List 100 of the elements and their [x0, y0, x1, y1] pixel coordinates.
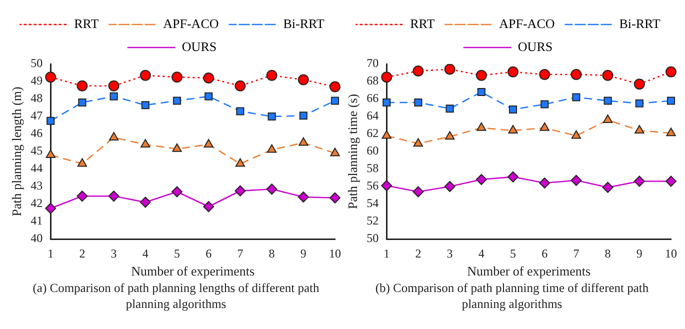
- y-tick-label: 49: [30, 74, 43, 88]
- y-tick-label: 70: [366, 56, 379, 70]
- point: [444, 64, 456, 75]
- legend-label: APF-ACO: [499, 16, 555, 31]
- point: [46, 116, 55, 125]
- y-tick-label: 40: [30, 231, 43, 246]
- point: [298, 137, 308, 146]
- y-tick-label: 54: [366, 196, 379, 210]
- point: [299, 112, 308, 120]
- point: [602, 114, 613, 123]
- point: [140, 196, 151, 208]
- x-tick-label: 2: [79, 246, 86, 260]
- point: [76, 190, 88, 202]
- x-tick-label: 10: [329, 246, 341, 260]
- point: [539, 178, 550, 188]
- point: [172, 143, 182, 152]
- point: [46, 150, 56, 158]
- point: [508, 105, 518, 114]
- point: [78, 98, 86, 107]
- point: [203, 201, 214, 212]
- point: [602, 70, 614, 81]
- y-tick-label: 62: [366, 126, 379, 140]
- y-axis-title: Path planning length (m): [9, 86, 24, 216]
- y-tick-label: 66: [366, 91, 379, 106]
- point: [382, 130, 392, 139]
- point: [234, 80, 246, 92]
- point: [45, 202, 56, 214]
- point: [330, 148, 340, 156]
- legend-label: RRT: [74, 16, 99, 31]
- point: [172, 96, 182, 105]
- x-tick-label: 4: [142, 246, 148, 260]
- x-tick-label: 3: [110, 246, 117, 260]
- y-tick-label: 50: [30, 56, 43, 70]
- point: [539, 69, 550, 80]
- point: [110, 92, 118, 100]
- point: [508, 125, 518, 134]
- point: [141, 101, 150, 110]
- y-tick-label: 45: [30, 144, 43, 158]
- point: [634, 125, 644, 134]
- x-tick-label: 10: [665, 246, 677, 260]
- point: [572, 93, 580, 102]
- x-tick-label: 1: [384, 246, 390, 260]
- y-tick-label: 46: [30, 126, 43, 140]
- point: [266, 144, 277, 153]
- point: [444, 181, 456, 192]
- legend-label: RRT: [410, 16, 435, 31]
- y-tick-label: 41: [30, 214, 43, 228]
- y-tick-label: 58: [366, 161, 379, 176]
- x-tick-label: 5: [510, 246, 516, 260]
- point: [140, 139, 150, 148]
- point: [570, 174, 582, 186]
- legend-label: APF-ACO: [163, 16, 219, 31]
- point: [412, 66, 424, 76]
- point: [540, 100, 549, 108]
- y-tick-label: 50: [366, 231, 379, 246]
- point: [666, 66, 676, 78]
- point: [108, 132, 119, 140]
- point: [204, 92, 213, 100]
- point: [635, 99, 644, 108]
- point: [77, 158, 88, 167]
- x-axis-title: Number of experiments: [131, 264, 255, 279]
- y-tick-label: 42: [30, 196, 43, 210]
- x-tick-label: 8: [268, 246, 275, 260]
- x-tick-label: 9: [300, 246, 306, 260]
- point: [108, 80, 120, 92]
- x-axis-title: Number of experiments: [467, 264, 591, 279]
- point: [268, 112, 276, 121]
- point: [570, 69, 582, 80]
- x-tick-label: 3: [446, 246, 453, 260]
- point: [666, 128, 676, 136]
- y-tick-label: 43: [30, 178, 43, 193]
- point: [382, 98, 391, 107]
- point: [330, 81, 340, 92]
- point: [634, 176, 645, 187]
- point: [476, 174, 487, 185]
- point: [413, 138, 424, 147]
- x-tick-label: 9: [636, 246, 642, 260]
- point: [172, 186, 182, 198]
- point: [476, 122, 486, 131]
- point: [45, 72, 56, 83]
- point: [76, 80, 88, 92]
- x-tick-label: 8: [604, 246, 611, 260]
- y-tick-label: 44: [30, 161, 43, 176]
- x-tick-label: 6: [206, 246, 212, 260]
- point: [571, 130, 582, 139]
- text: (b) Comparison of path planning time of different path planning algorithms: [374, 280, 650, 312]
- point: [666, 176, 676, 187]
- x-tick-label: 1: [48, 246, 54, 260]
- y-tick-label: 48: [30, 91, 43, 106]
- point: [476, 70, 487, 81]
- point: [508, 171, 518, 182]
- point: [540, 122, 550, 131]
- point: [604, 96, 612, 105]
- y-tick-label: 60: [366, 144, 379, 158]
- point: [414, 98, 422, 107]
- point: [330, 192, 340, 204]
- point: [266, 70, 278, 81]
- point: [140, 70, 151, 81]
- text: (a) Comparison of path planning lengths of different path planning algorithms: [32, 280, 320, 312]
- x-tick-label: 7: [237, 246, 244, 260]
